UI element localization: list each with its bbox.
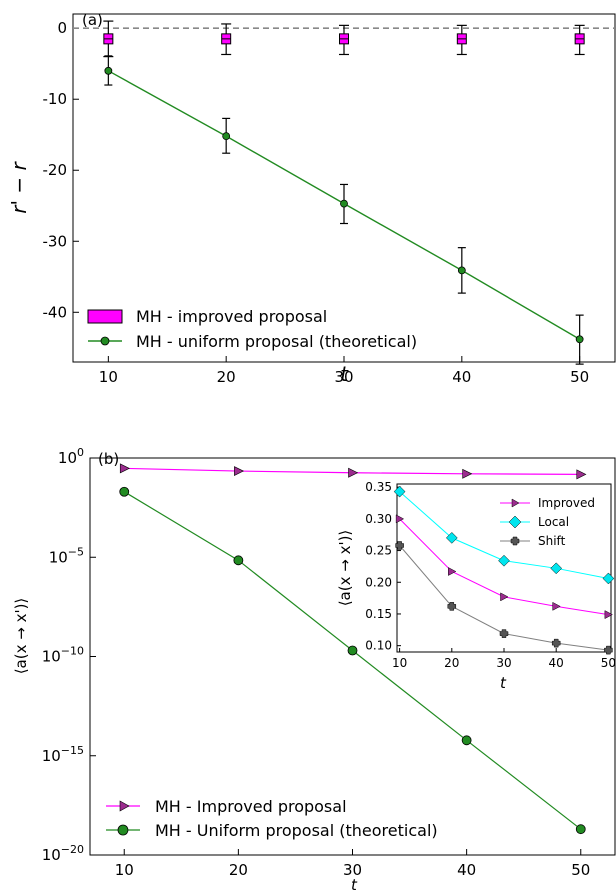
panel-b-y-tick-label: 10−15 (42, 744, 84, 765)
inset-legend-label-improved: Improved (538, 496, 595, 510)
inset-local-point (445, 532, 458, 544)
inset-x-tick-label: 10 (392, 656, 407, 670)
panel-a-legend-label-uniform: MH - uniform proposal (theoretical) (136, 332, 417, 351)
panel-b-improved-point (348, 467, 359, 478)
panel-b-x-tick-label: 20 (229, 861, 248, 879)
panel-b-axes: 10 20 30 40 50 100 10−5 10−10 10−15 10−20 (42, 446, 591, 879)
inset-shift-point (551, 638, 561, 648)
panel-b-x-tick-label: 50 (571, 861, 590, 879)
panel-a-x-tick-label: 40 (452, 368, 471, 386)
panel-b-improved-point (119, 463, 130, 474)
inset-improved-point (604, 610, 613, 620)
panel-b-y-tick-label: 10−5 (49, 545, 84, 566)
panel-a-legend-marker-uniform (100, 336, 110, 346)
panel-b-uniform-point (347, 645, 358, 656)
panel-a-uniform-point (340, 199, 348, 208)
inset-legend: Improved Local Shift (500, 496, 595, 548)
panel-a-axes: 10 20 30 40 50 0 -10 -20 -30 -40 (43, 19, 615, 386)
panel-a-label: (a) (82, 11, 103, 29)
panel-b-y-tick-label: 100 (58, 446, 84, 467)
panel-a-y-tick-label: -30 (43, 232, 68, 250)
inset-improved-point (500, 592, 509, 602)
panel-a-x-tick-label: 30 (334, 368, 353, 386)
inset-x-tick-label: 40 (549, 656, 564, 670)
panel-b-label: (b) (98, 450, 119, 468)
panel-b-uniform-point (233, 555, 244, 566)
inset-improved-point (552, 601, 561, 611)
inset-local-point (550, 562, 563, 575)
panel-a-marks (103, 20, 585, 365)
panel-b-inset: 10 20 30 40 50 0.10 0.15 0.20 0.25 0.30 0.35 t ⟨a(… (336, 480, 616, 692)
panel-a-legend-swatch-improved (87, 309, 123, 324)
panel-b-y-tick-label: 10−10 (42, 645, 84, 666)
inset-legend-label-shift: Shift (538, 534, 566, 548)
inset-local-point (498, 554, 510, 567)
panel-a-x-axis-label: t (340, 362, 349, 386)
inset-y-tick-label: 0.15 (365, 607, 392, 621)
panel-a-y-tick-label: 0 (57, 19, 67, 37)
inset-improved-point (448, 567, 457, 576)
inset-improved-point (395, 514, 405, 524)
inset-shift-point (447, 602, 457, 611)
panel-a: (a) 10 20 30 40 50 0 -10 -20 -30 -40 t r' − r MH … (7, 11, 616, 386)
inset-shift-point (499, 629, 509, 638)
panel-b-x-tick-label: 40 (457, 861, 476, 879)
panel-b: (b) 10 20 30 40 50 100 10−5 10−10 10−15 10−20 t ⟨… (12, 446, 616, 894)
inset-plot-frame (396, 483, 612, 653)
panel-b-x-tick-label: 10 (115, 861, 134, 879)
inset-y-tick-label: 0.25 (365, 544, 392, 558)
inset-shift-point (604, 645, 613, 655)
panel-a-uniform-point (575, 335, 584, 344)
inset-marks (393, 485, 615, 655)
inset-shift-point (395, 541, 404, 550)
inset-local-point (393, 485, 406, 498)
panel-a-y-tick-label: -40 (43, 303, 68, 321)
panel-a-uniform-point (457, 266, 466, 275)
panel-b-improved-point (462, 468, 473, 479)
inset-legend-marker-improved (511, 498, 520, 508)
inset-x-tick-label: 20 (444, 656, 459, 670)
panel-b-uniform-point (461, 735, 472, 746)
panel-a-y-tick-label: -10 (43, 90, 68, 108)
panel-b-x-tick-label: 30 (343, 861, 362, 879)
panel-a-y-axis-label: r' − r (7, 161, 31, 214)
panel-b-legend-label-improved: MH - Improved proposal (155, 797, 347, 816)
panel-b-improved-point (576, 469, 587, 480)
inset-y-tick-label: 0.30 (365, 512, 392, 526)
inset-x-tick-label: 50 (601, 656, 616, 670)
inset-legend-label-local: Local (538, 515, 569, 529)
panel-b-legend: MH - Improved proposal MH - Uniform prop… (106, 797, 438, 840)
panel-a-x-tick-label: 50 (570, 368, 589, 386)
inset-axes: 10 20 30 40 50 0.10 0.15 0.20 0.25 0.30 0.35 (365, 480, 616, 670)
inset-legend-marker-shift (510, 536, 520, 546)
panel-b-x-axis-label: t (351, 876, 358, 894)
panel-a-legend: MH - improved proposal MH - uniform prop… (87, 307, 417, 351)
panel-a-uniform-point (104, 66, 113, 75)
panel-a-x-tick-label: 10 (99, 368, 118, 386)
panel-b-legend-label-uniform: MH - Uniform proposal (theoretical) (155, 821, 438, 840)
panel-a-x-tick-label: 20 (217, 368, 236, 386)
panel-a-y-tick-label: -20 (43, 161, 68, 179)
inset-x-tick-label: 30 (496, 656, 511, 670)
panel-a-uniform-point (222, 132, 231, 141)
inset-local-point (602, 572, 615, 585)
inset-y-axis-label: ⟨a(x → x')⟩ (336, 530, 354, 607)
inset-y-tick-label: 0.10 (365, 639, 392, 653)
panel-b-y-axis-label: ⟨a(x → x')⟩ (12, 598, 30, 675)
panel-b-legend-marker-improved (119, 800, 130, 812)
inset-legend-marker-local (508, 515, 522, 529)
panel-b-uniform-point (119, 486, 130, 497)
inset-y-tick-label: 0.35 (365, 480, 392, 494)
inset-y-tick-label: 0.20 (365, 575, 392, 589)
panel-b-improved-point (234, 466, 245, 477)
panel-b-legend-marker-uniform (117, 824, 129, 836)
panel-b-marks (119, 463, 587, 835)
panel-a-legend-label-improved: MH - improved proposal (136, 307, 327, 326)
panel-b-uniform-point (575, 824, 586, 835)
panel-b-y-tick-label: 10−20 (42, 843, 84, 864)
inset-x-axis-label: t (500, 674, 507, 692)
